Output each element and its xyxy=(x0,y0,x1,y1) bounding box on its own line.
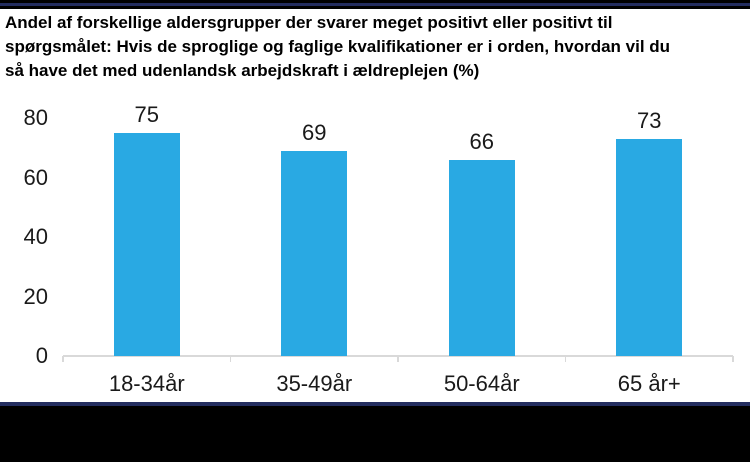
y-axis-tick-label: 60 xyxy=(23,164,48,190)
bar xyxy=(113,132,180,356)
chart-title: Andel af forskellige aldersgrupper der s… xyxy=(5,11,750,83)
bar-value-label: 73 xyxy=(637,107,662,133)
y-axis-tick-label: 0 xyxy=(35,343,48,368)
chart-title-line: Andel af forskellige aldersgrupper der s… xyxy=(5,13,613,32)
y-axis-tick-label: 80 xyxy=(23,105,48,130)
x-axis-tick xyxy=(62,356,64,362)
bar-chart: 0 20 40 60 80 75 18-34år 69 35-49år 66 50-64år 73 65… xyxy=(23,101,734,396)
bar-value-label: 75 xyxy=(134,101,159,127)
bar xyxy=(448,159,515,356)
x-axis-tick xyxy=(229,356,232,362)
chart-title-line: så have det med udenlandsk arbejdskraft … xyxy=(5,61,480,80)
x-axis-category-label: 18-34år xyxy=(108,371,185,396)
x-axis-category-label: 35-49år xyxy=(276,371,353,396)
x-axis-tick xyxy=(564,356,567,362)
bottom-border-accent-line xyxy=(0,402,750,406)
chart-title-line: spørgsmålet: Hvis de sproglige og faglig… xyxy=(5,37,671,56)
bar xyxy=(281,150,348,356)
bar-value-label: 69 xyxy=(302,119,327,145)
y-axis-tick-label: 40 xyxy=(23,224,48,249)
top-border-accent-line xyxy=(0,3,750,6)
bottom-border xyxy=(0,402,750,462)
x-axis-tick xyxy=(732,356,734,362)
x-axis-tick xyxy=(397,356,399,362)
x-axis-category-label: 65 år+ xyxy=(617,371,681,396)
x-axis-category-label: 50-64år xyxy=(443,371,520,396)
x-axis-line xyxy=(63,355,733,357)
y-axis-tick-label: 20 xyxy=(23,283,48,309)
bar-value-label: 66 xyxy=(469,128,494,154)
bar xyxy=(616,138,683,356)
top-border xyxy=(0,0,750,9)
